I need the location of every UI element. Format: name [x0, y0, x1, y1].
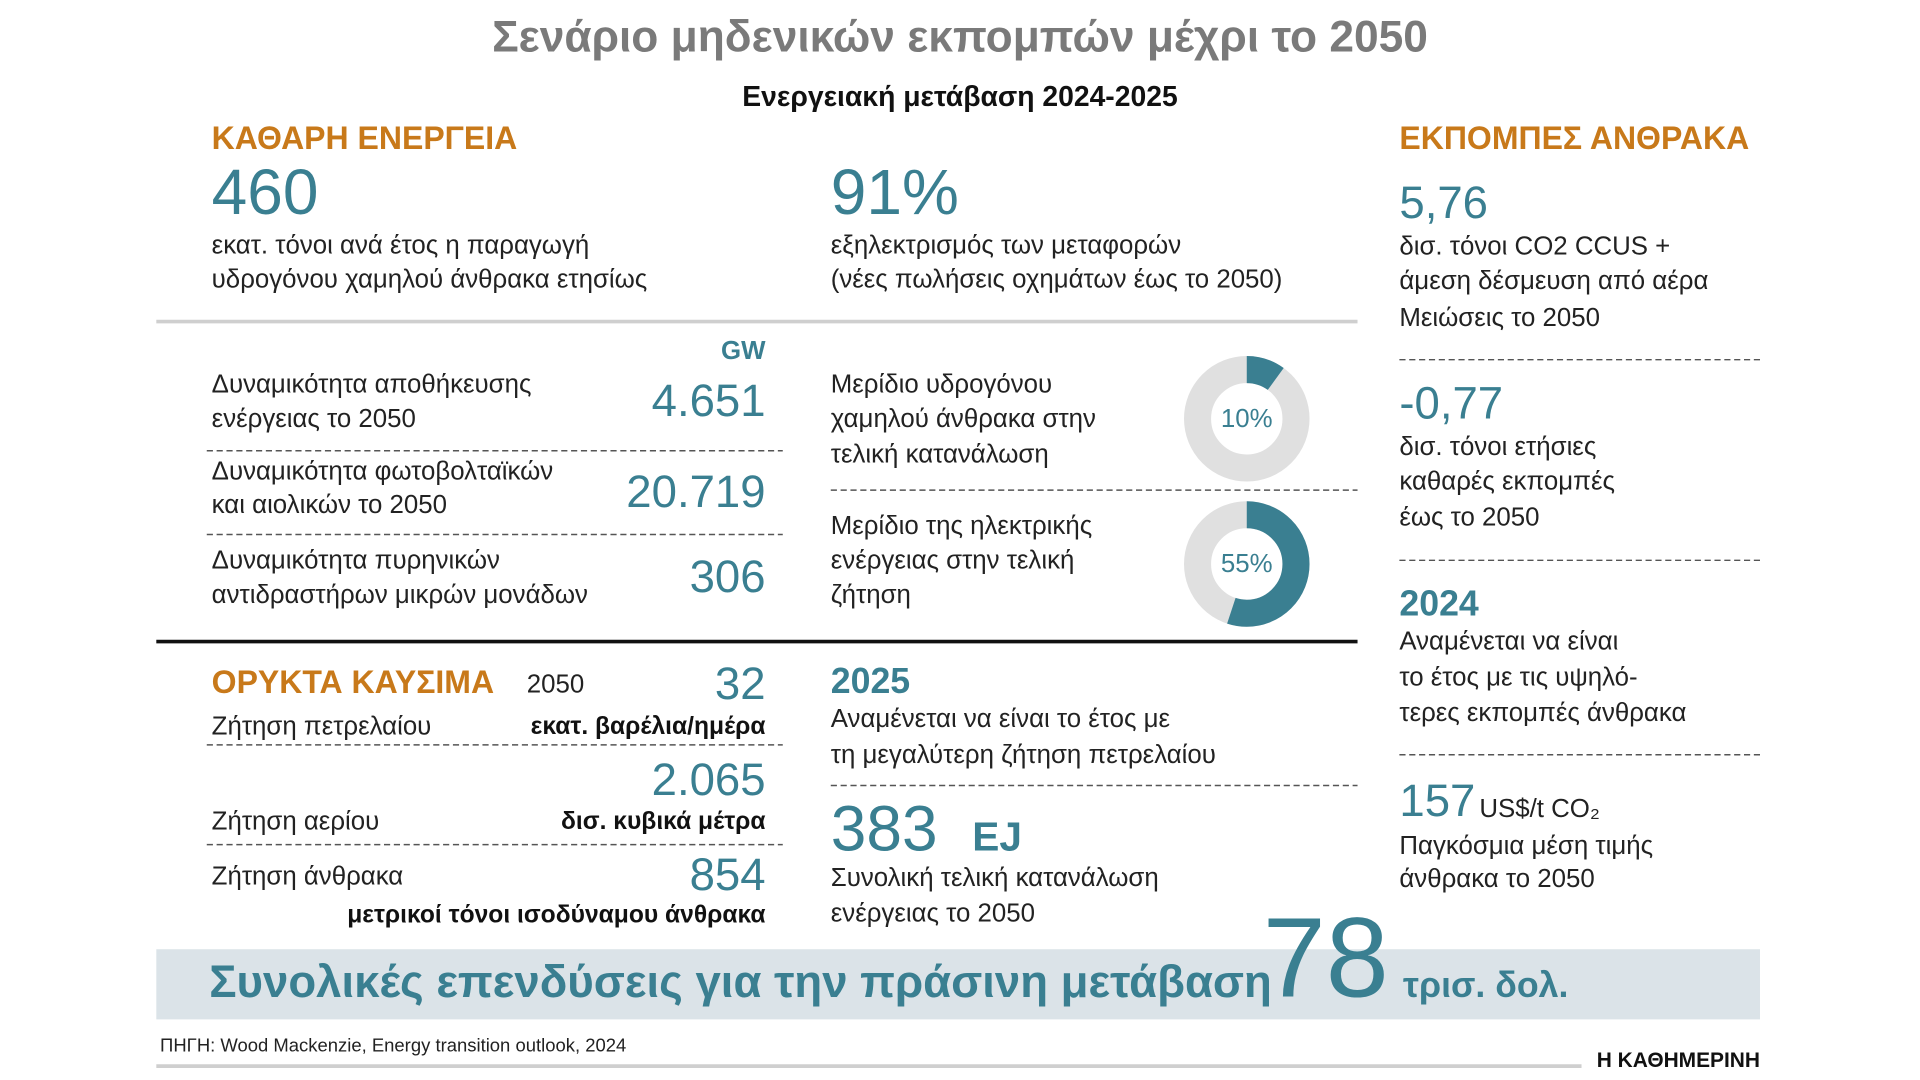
fuel-value: 32: [715, 658, 766, 709]
unit-label: US$/t CO₂: [1479, 795, 1600, 823]
text-line: έως το 2050: [1399, 503, 1539, 531]
fuel-unit: μετρικοί τόνοι ισοδύναμου άνθρακα: [347, 901, 765, 928]
key-figure: -0,77: [1399, 377, 1503, 428]
section-heading: ΕΚΠΟΜΠΕΣ ΑΝΘΡΑΚΑ: [1399, 120, 1749, 156]
key-figure: 383: [831, 792, 938, 864]
text-line: αντιδραστήρων μικρών μονάδων: [212, 581, 588, 609]
text-line: Μειώσεις το 2050: [1399, 304, 1600, 332]
text-line: άμεση δέσμευση από αέρα: [1399, 267, 1708, 295]
text-line: εξηλεκτρισμός των μεταφορών: [831, 231, 1181, 259]
fuel-unit: δισ. κυβικά μέτρα: [561, 808, 766, 835]
key-figure: 460: [212, 156, 319, 228]
text-line: εκατ. τόνοι ανά έτος η παραγωγή: [212, 231, 590, 259]
text-line: (νέες πωλήσεις οχημάτων έως το 2050): [831, 266, 1283, 294]
text-line: Δυναμικότητα αποθήκευσης: [212, 370, 532, 398]
text-line: Αναμένεται να είναι: [1399, 628, 1618, 656]
text-line: Μερίδιο υδρογόνου: [831, 370, 1052, 398]
text-line: τη μεγαλύτερη ζήτηση πετρελαίου: [831, 741, 1216, 769]
unit-label: EJ: [972, 813, 1022, 859]
fuel-label: Ζήτηση άνθρακα: [212, 863, 404, 891]
text-line: δισ. τόνοι ετήσιες: [1399, 433, 1596, 461]
text-line: χαμηλού άνθρακα στην: [831, 405, 1096, 433]
text-line: Παγκόσμια μέση τιμής: [1399, 832, 1653, 860]
key-figure: 157: [1399, 775, 1475, 826]
text-line: τερες εκπομπές άνθρακα: [1399, 699, 1686, 727]
investment-label: Συνολικές επενδύσεις για την πράσινη μετ…: [209, 956, 1272, 1007]
text-line: δισ. τόνοι CO2 CCUS +: [1399, 233, 1670, 261]
text-line: καθαρές εκπομπές: [1399, 468, 1615, 496]
investment-value: 78: [1263, 893, 1389, 1020]
key-figure: 91%: [831, 156, 959, 228]
text-line: και αιολικών το 2050: [212, 491, 447, 519]
text-line: Δυναμικότητα πυρηνικών: [212, 546, 500, 574]
year-figure: 2024: [1399, 583, 1479, 623]
text-line: ενέργειας στην τελική: [831, 546, 1075, 574]
donut-arc: [1184, 355, 1310, 482]
text-line: Δυναμικότητα φωτοβολταϊκών: [212, 458, 554, 486]
donut-label: 55%: [1221, 550, 1273, 578]
subtitle: Ενεργειακή μετάβαση 2024-2025: [742, 80, 1177, 112]
text-line: άνθρακα το 2050: [1399, 865, 1594, 893]
fuel-value: 2.065: [652, 754, 766, 805]
text-line: ενέργειας το 2050: [212, 405, 416, 433]
brand: Η ΚΑΘΗΜΕΡΙΝΗ: [1597, 1049, 1760, 1072]
text-line: υδρογόνου χαμηλού άνθρακα ετησίως: [212, 266, 648, 294]
source: ΠΗΓΗ: Wood Mackenzie, Energy transition …: [160, 1034, 626, 1055]
year-figure: 2025: [831, 661, 910, 701]
capacity-value: 306: [690, 551, 766, 602]
fuel-label: Ζήτηση πετρελαίου: [212, 713, 432, 741]
donut-label: 10%: [1221, 405, 1273, 433]
investment-unit: τρισ. δολ.: [1403, 965, 1568, 1005]
text-line: ζήτηση: [831, 581, 911, 609]
section-heading: ΚΑΘΑΡΗ ΕΝΕΡΓΕΙΑ: [212, 120, 518, 156]
fuel-unit: εκατ. βαρέλια/ημέρα: [531, 713, 766, 740]
section-heading: ΟΡΥΚΤΑ ΚΑΥΣΙΜΑ: [212, 664, 494, 700]
fuel-label: Ζήτηση αερίου: [212, 807, 380, 835]
text-line: ενέργειας το 2050: [831, 900, 1035, 928]
donut-arc: [1184, 501, 1310, 627]
capacity-value: 4.651: [652, 375, 766, 426]
investment-band: [156, 949, 1760, 1020]
capacity-value: 20.719: [626, 466, 765, 517]
text-line: το έτος με τις υψηλό-: [1399, 663, 1637, 691]
text-line: Μερίδιο της ηλεκτρικής: [831, 512, 1092, 540]
unit-label: GW: [721, 337, 766, 365]
key-figure: 5,76: [1399, 177, 1488, 228]
year-label: 2050: [527, 671, 584, 699]
text-line: Συνολική τελική κατανάλωση: [831, 864, 1159, 892]
title: Σενάριο μηδενικών εκπομπών μέχρι το 2050: [492, 12, 1428, 61]
text-line: τελική κατανάλωση: [831, 441, 1049, 469]
text-line: Αναμένεται να είναι το έτος με: [831, 705, 1171, 733]
fuel-value: 854: [690, 849, 766, 900]
